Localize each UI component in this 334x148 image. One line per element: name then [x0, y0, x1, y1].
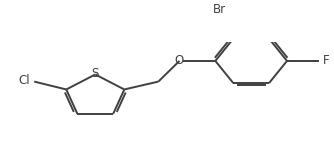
- Text: F: F: [323, 54, 330, 67]
- Text: S: S: [92, 67, 99, 80]
- Text: Cl: Cl: [19, 74, 30, 87]
- Text: O: O: [175, 54, 184, 67]
- Text: Br: Br: [213, 3, 226, 16]
